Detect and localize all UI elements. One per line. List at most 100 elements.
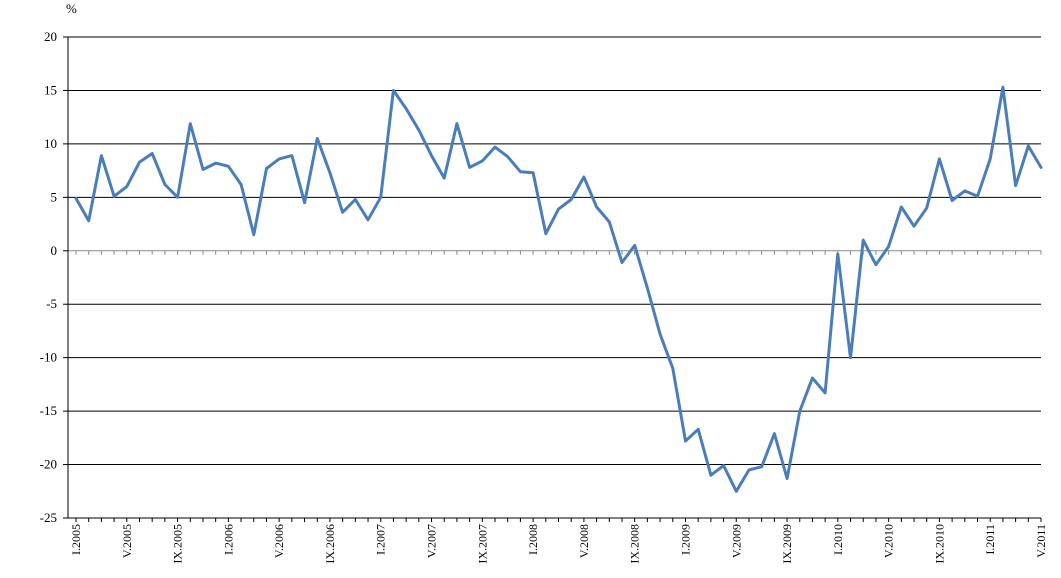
x-tick-label: V.2011	[1034, 524, 1048, 558]
y-tick-label: -5	[46, 296, 57, 311]
y-unit-label: %	[66, 1, 77, 16]
x-tick-label: IX.2009	[780, 524, 794, 564]
data-point	[278, 157, 281, 160]
data-point	[455, 122, 458, 125]
data-point	[1001, 86, 1004, 89]
data-point	[290, 154, 293, 157]
y-tick-label: 20	[44, 29, 57, 44]
data-point	[633, 244, 636, 247]
data-point	[608, 220, 611, 223]
data-point	[620, 261, 623, 264]
series-line	[74, 85, 1043, 493]
x-tick-label: V.2008	[577, 524, 591, 558]
data-point	[75, 197, 78, 200]
x-tick-label: V.2010	[882, 524, 896, 558]
data-point	[836, 252, 839, 255]
x-tick-label: I.2007	[374, 524, 388, 555]
x-tick-label: I.2010	[831, 524, 845, 555]
data-point	[735, 490, 738, 493]
y-tick-label: -25	[40, 510, 57, 525]
data-point	[519, 170, 522, 173]
data-point	[328, 171, 331, 174]
data-point	[138, 161, 141, 164]
data-point	[582, 176, 585, 179]
x-tick-label: IX.2005	[171, 524, 185, 564]
data-point	[100, 154, 103, 157]
data-point	[468, 166, 471, 169]
x-tick-label: I.2009	[678, 524, 692, 555]
y-tick-label: -15	[40, 403, 57, 418]
data-point	[557, 208, 560, 211]
data-point	[1040, 166, 1043, 169]
y-tick-labels: 20 15 10 5 0 -5 -10 -15 -20 -25	[40, 29, 57, 525]
data-point	[214, 162, 217, 165]
x-tick-label: IX.2010	[932, 524, 946, 564]
data-point	[544, 232, 547, 235]
data-point	[811, 376, 814, 379]
data-point	[684, 440, 687, 443]
data-point	[252, 233, 255, 236]
data-point	[786, 477, 789, 480]
data-point	[659, 333, 662, 336]
data-point	[430, 154, 433, 157]
data-point	[532, 171, 535, 174]
data-point	[341, 211, 344, 214]
data-point	[709, 474, 712, 477]
data-point	[379, 196, 382, 199]
x-tick-label: I.2011	[983, 524, 997, 555]
data-point	[697, 428, 700, 431]
data-point	[798, 410, 801, 413]
data-point	[913, 225, 916, 228]
data-point	[506, 155, 509, 158]
data-point	[1027, 145, 1030, 148]
x-tick-label: IX.2006	[323, 524, 337, 564]
data-point	[113, 195, 116, 198]
data-point	[481, 159, 484, 162]
data-point	[316, 137, 319, 140]
y-tick-label: 5	[51, 189, 58, 204]
data-point	[443, 177, 446, 180]
data-point	[976, 195, 979, 198]
data-point	[671, 367, 674, 370]
data-point	[392, 89, 395, 92]
data-point	[494, 146, 497, 149]
data-point	[646, 287, 649, 290]
x-tick-labels: I.2005 V.2005 IX.2005 I.2006 V.2006 IX.2006 I.…	[69, 524, 1048, 564]
data-point	[900, 205, 903, 208]
data-point	[240, 183, 243, 186]
series-group	[74, 85, 1043, 493]
data-point	[824, 391, 827, 394]
x-tick-label: V.2007	[425, 524, 439, 558]
data-point	[1014, 184, 1017, 187]
data-point	[595, 205, 598, 208]
gridlines	[68, 36, 1041, 519]
data-point	[417, 128, 420, 131]
x-tick-label: V.2005	[120, 524, 134, 558]
data-point	[862, 239, 865, 242]
data-point	[747, 468, 750, 471]
data-point	[760, 465, 763, 468]
data-point	[938, 157, 941, 160]
x-tick-label: I.2008	[526, 524, 540, 555]
x-tick-label: IX.2007	[475, 524, 489, 564]
x-tick-label: V.2006	[272, 524, 286, 558]
data-point	[303, 201, 306, 204]
axes	[63, 36, 1042, 522]
data-point	[176, 196, 179, 199]
data-point	[367, 218, 370, 221]
y-tick-label: 10	[44, 136, 57, 151]
data-point	[570, 198, 573, 201]
data-point	[773, 432, 776, 435]
y-tick-label: 0	[51, 243, 58, 258]
data-point	[354, 198, 357, 201]
x-tick-label: I.2006	[221, 524, 235, 555]
data-point	[722, 464, 725, 467]
data-point	[405, 107, 408, 110]
data-point	[87, 219, 90, 222]
data-point	[874, 263, 877, 266]
y-tick-label: -10	[40, 350, 57, 365]
data-point	[163, 183, 166, 186]
data-point	[265, 167, 268, 170]
y-tick-label: 15	[44, 82, 57, 97]
